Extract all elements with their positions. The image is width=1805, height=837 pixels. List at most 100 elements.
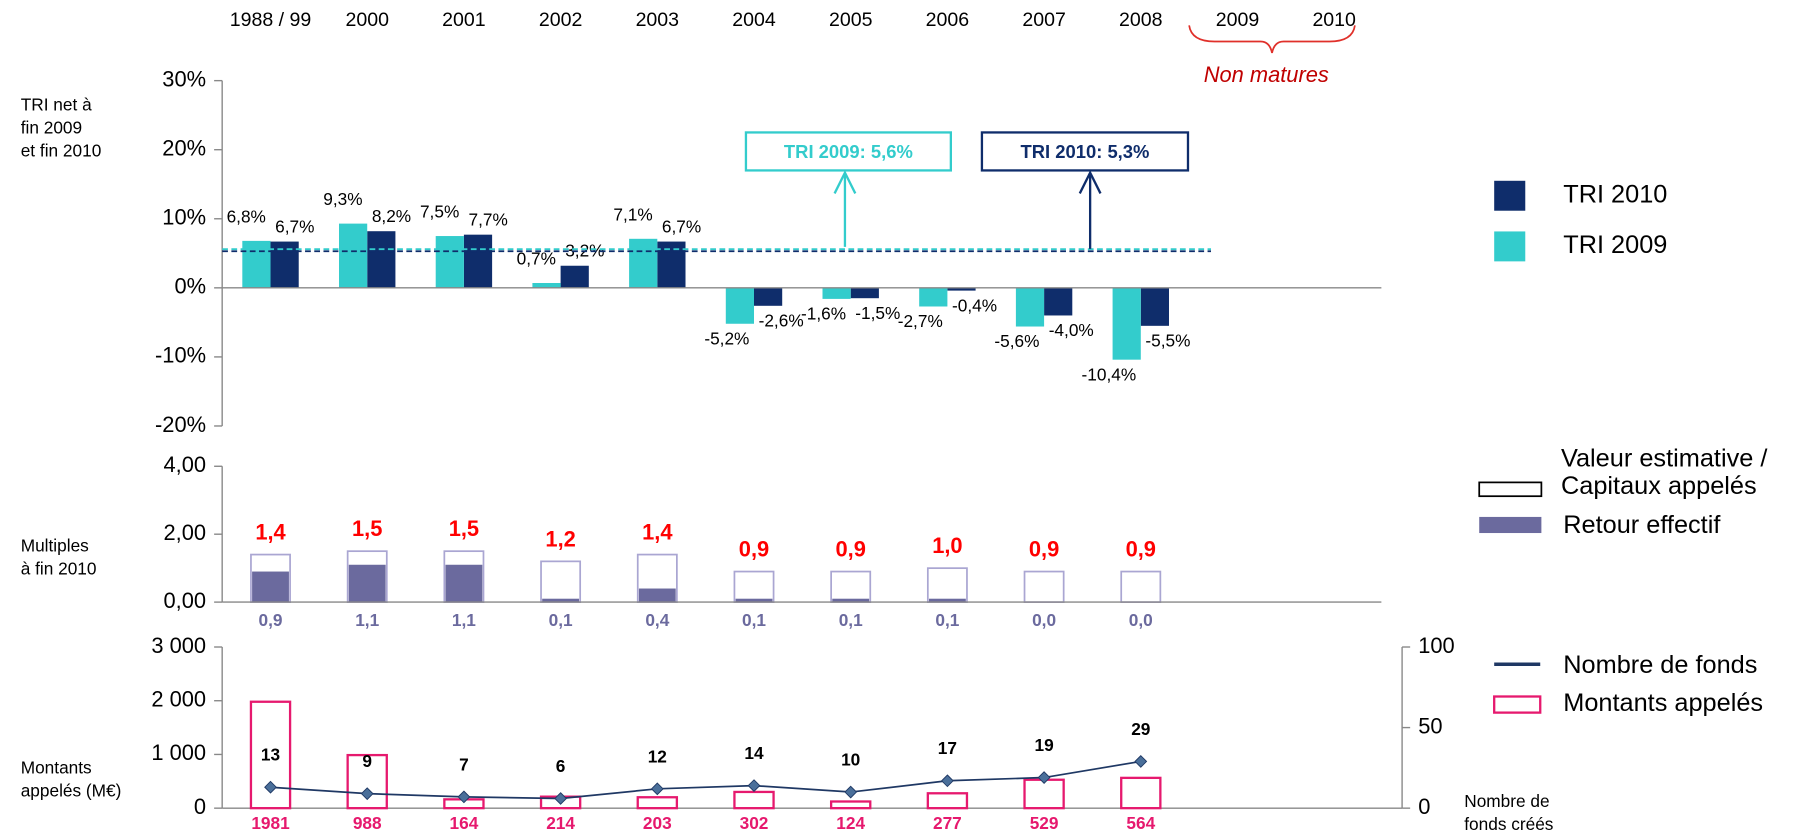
value-label: -0,4% (952, 295, 997, 315)
x-tick-label: 2008 (1119, 9, 1163, 31)
value-label: 19 (1034, 735, 1053, 755)
value-label: 0,9 (259, 610, 283, 630)
axis-label: appelés (M€) (21, 781, 122, 801)
bar (540, 560, 582, 603)
bar (1140, 287, 1169, 326)
bar (928, 598, 966, 603)
axis-label: à fin 2010 (21, 558, 97, 578)
value-label: 1,5 (352, 516, 382, 541)
value-label: 1,4 (255, 520, 286, 545)
bar (445, 564, 483, 603)
value-label: -5,5% (1145, 331, 1190, 351)
legend-swatch (1479, 516, 1542, 534)
value-label: 1,4 (642, 520, 673, 545)
point (1037, 771, 1051, 784)
y-tick-label: 0 (1418, 794, 1430, 819)
bar (339, 223, 368, 288)
bar (725, 287, 755, 324)
y-tick-label: 1 000 (151, 740, 206, 765)
y-tick-label: 30% (162, 66, 206, 91)
y-tick-label: 4,00 (164, 452, 207, 477)
legend-label: Retour effectif (1563, 511, 1721, 539)
value-label: 1,5 (449, 516, 479, 541)
x-tick-label: 2000 (345, 9, 389, 31)
value-label: 203 (643, 813, 672, 833)
axis-label: Nombre de (1464, 791, 1549, 811)
point (1134, 755, 1148, 768)
bar (629, 238, 658, 288)
point (264, 780, 277, 794)
y-tick-label: 0% (174, 274, 206, 299)
value-label: 988 (353, 813, 382, 833)
y-tick-label: 2 000 (151, 687, 206, 712)
value-label: -1,5% (855, 303, 900, 323)
value-label: 0,0 (1032, 610, 1056, 630)
bar (346, 753, 388, 810)
axis-label: et fin 2010 (21, 141, 102, 161)
value-label: -5,2% (704, 328, 749, 348)
x-tick-label: 2004 (732, 9, 776, 31)
legend-item: Valeur estimative / Capitaux appelés (1561, 444, 1767, 499)
value-label: 0,1 (935, 610, 959, 630)
value-label: 1,1 (355, 610, 379, 630)
annotation: TRI 2010: 5,3% (1020, 141, 1149, 162)
value-label: -1,6% (801, 304, 846, 324)
x-tick-label: 2005 (829, 9, 873, 31)
bar (542, 598, 580, 603)
annotation-box (744, 131, 952, 172)
annotation-box (980, 131, 1190, 172)
x-tick-label: 2001 (442, 9, 485, 31)
bar (735, 598, 773, 603)
value-label: 564 (1126, 813, 1155, 833)
value-label: 1981 (251, 813, 290, 833)
value-label: 17 (938, 738, 957, 758)
bar (832, 598, 870, 603)
value-label: 529 (1030, 813, 1059, 833)
value-label: 0,4 (645, 610, 669, 630)
value-label: -2,7% (898, 311, 943, 331)
x-tick-label: 2009 (1216, 9, 1259, 31)
x-tick-label: 2003 (636, 9, 680, 31)
bar (822, 287, 851, 299)
value-label: 0,9 (1126, 537, 1156, 562)
value-label: -2,6% (759, 310, 804, 330)
bar (560, 265, 589, 288)
x-tick-label: 2010 (1312, 9, 1356, 31)
value-label: 12 (648, 746, 667, 766)
bar (830, 570, 872, 603)
bar (463, 234, 493, 288)
value-label: 14 (744, 743, 764, 763)
y-tick-label: 0,00 (164, 588, 207, 613)
bar (367, 231, 396, 288)
bar (636, 796, 679, 810)
y-tick-label: 20% (162, 135, 206, 160)
x-tick-label: 2006 (926, 9, 970, 31)
bar (1023, 570, 1065, 603)
arrow-head (833, 170, 857, 194)
bar (532, 283, 561, 288)
value-label: 6,7% (275, 216, 314, 236)
value-label: 6 (556, 756, 566, 776)
value-label: 1,1 (452, 610, 476, 630)
bar (733, 570, 775, 603)
value-label: 29 (1131, 719, 1150, 739)
value-label: 9,3% (323, 189, 362, 209)
bar (850, 287, 879, 299)
value-label: 7,7% (469, 209, 508, 229)
x-tick-label: 2007 (1022, 9, 1065, 31)
value-label: 164 (450, 813, 479, 833)
legend-label: Montants appelés (1563, 689, 1763, 717)
bar (348, 564, 386, 603)
value-label: 124 (836, 813, 865, 833)
arrow-head (1078, 170, 1102, 194)
bar (1015, 287, 1045, 327)
bar (926, 567, 968, 603)
bar (926, 792, 969, 810)
point (457, 790, 471, 804)
value-label: 1,2 (545, 526, 575, 551)
annotation: Non matures (1204, 62, 1329, 87)
axis-label: fonds créés (1464, 814, 1553, 834)
bar (1023, 778, 1065, 810)
bar (733, 790, 775, 810)
point (554, 792, 568, 805)
